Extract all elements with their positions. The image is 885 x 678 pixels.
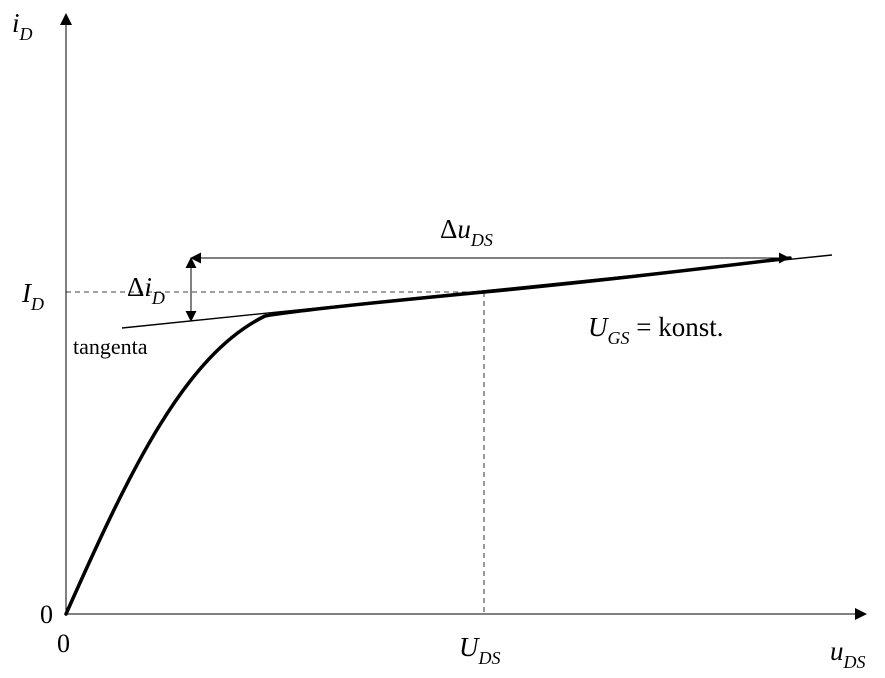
origin-label-x: 0 xyxy=(57,629,70,658)
delta-id-label: ΔiD xyxy=(127,272,165,308)
tangent-label: tangenta xyxy=(73,334,148,359)
id-marker-label: ID xyxy=(21,278,44,314)
characteristic-curve xyxy=(64,256,792,616)
ugs-constant-label: UGS = konst. xyxy=(588,312,724,348)
delta-uds-label: ΔuDS xyxy=(440,214,493,250)
uds-marker-label: UDS xyxy=(459,632,501,668)
y-axis-label: iD xyxy=(12,8,33,44)
origin-label-y: 0 xyxy=(40,600,53,629)
x-axis-label: uDS xyxy=(830,636,866,672)
